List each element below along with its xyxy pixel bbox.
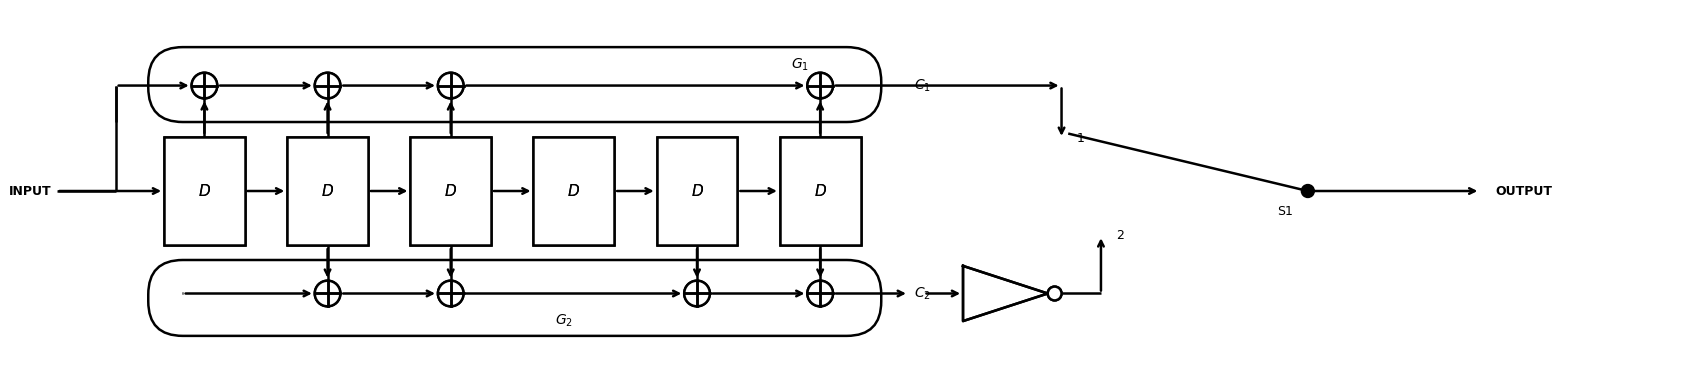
Text: D: D — [691, 183, 703, 198]
Circle shape — [438, 281, 463, 306]
Circle shape — [192, 73, 217, 98]
Circle shape — [807, 73, 832, 98]
Circle shape — [1048, 286, 1062, 300]
Text: 2: 2 — [1115, 229, 1124, 242]
Bar — [163, 137, 244, 245]
Circle shape — [438, 73, 463, 98]
Circle shape — [807, 281, 832, 306]
Circle shape — [807, 281, 832, 306]
Text: D: D — [445, 183, 457, 198]
Bar — [534, 137, 615, 245]
Polygon shape — [964, 266, 1048, 321]
Circle shape — [315, 281, 340, 306]
Polygon shape — [964, 266, 1048, 321]
Bar — [286, 137, 367, 245]
Circle shape — [315, 73, 340, 98]
Text: 1: 1 — [1077, 132, 1083, 145]
Circle shape — [1048, 286, 1062, 300]
Text: $G_2$: $G_2$ — [554, 313, 573, 329]
Bar — [286, 137, 367, 245]
Bar — [534, 137, 615, 245]
Text: D: D — [322, 183, 334, 198]
Text: D: D — [199, 183, 211, 198]
Text: D: D — [814, 183, 826, 198]
Bar — [780, 137, 861, 245]
Circle shape — [1303, 185, 1314, 197]
Bar — [411, 137, 490, 245]
Text: D: D — [691, 183, 703, 198]
Bar — [411, 137, 490, 245]
Circle shape — [315, 281, 340, 306]
Circle shape — [438, 281, 463, 306]
Text: D: D — [568, 183, 580, 198]
Text: OUTPUT: OUTPUT — [1495, 185, 1552, 198]
FancyBboxPatch shape — [148, 260, 881, 336]
Text: D: D — [322, 183, 334, 198]
Text: D: D — [199, 183, 211, 198]
Circle shape — [192, 73, 217, 98]
Text: INPUT: INPUT — [8, 185, 52, 198]
Text: $C_2$: $C_2$ — [913, 285, 930, 302]
FancyBboxPatch shape — [148, 47, 881, 122]
Circle shape — [684, 281, 709, 306]
Circle shape — [684, 281, 709, 306]
Circle shape — [438, 73, 463, 98]
Text: D: D — [445, 183, 457, 198]
Text: $C_1$: $C_1$ — [913, 77, 930, 94]
Text: $G_1$: $G_1$ — [792, 57, 809, 74]
Bar — [163, 137, 244, 245]
Circle shape — [807, 73, 832, 98]
Bar — [780, 137, 861, 245]
Text: D: D — [814, 183, 826, 198]
Text: S1: S1 — [1277, 205, 1292, 218]
Bar — [657, 137, 738, 245]
Text: D: D — [568, 183, 580, 198]
Circle shape — [315, 73, 340, 98]
Bar — [657, 137, 738, 245]
